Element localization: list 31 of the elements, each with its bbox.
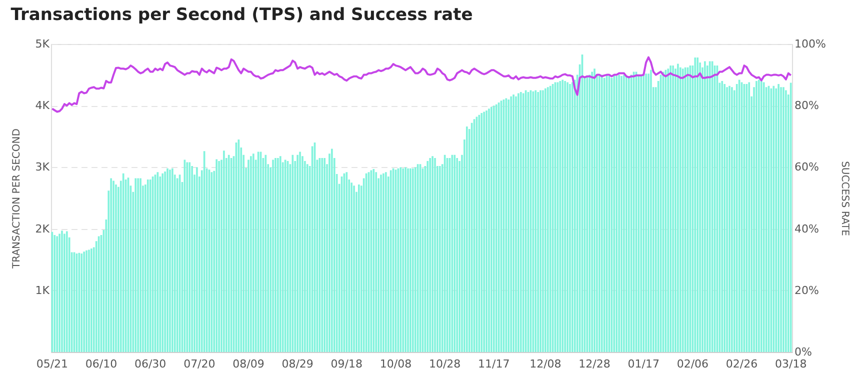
y-tick-label: 3K (35, 160, 50, 174)
x-tick-label: 09/18 (330, 358, 363, 370)
y2-tick-label: 60% (794, 160, 819, 174)
x-tick-label: 06/10 (85, 358, 118, 370)
y-tick-label: 2K (35, 222, 50, 236)
line-series (51, 56, 792, 113)
x-tick-label: 10/28 (428, 358, 461, 370)
x-tick-label: 01/17 (628, 358, 660, 370)
x-tick-label: 10/08 (380, 358, 412, 370)
y2-axis-title: SUCCESS RATE (838, 161, 850, 236)
x-tick-label: 12/08 (530, 358, 562, 370)
x-tick-label: 08/29 (282, 358, 314, 370)
x-tick-label: 02/26 (726, 358, 758, 370)
x-tick-label: 08/09 (232, 358, 264, 370)
y2-tick-label: 0% (794, 346, 812, 358)
x-tick-label: 03/18 (774, 358, 807, 370)
x-tick-label: 06/30 (134, 358, 166, 370)
y-tick-label: 1K (35, 284, 50, 297)
chart-title: Transactions per Second (TPS) and Success rate (10, 5, 473, 25)
y-tick-label: 4K (35, 99, 50, 112)
y-tick-label: 5K (35, 38, 50, 50)
y2-tick-label: 80% (794, 99, 819, 112)
y2-tick-label: 40% (794, 222, 819, 236)
y-axis-title: TRANSACTION PER SECOND (11, 128, 22, 270)
x-tick-label: 05/21 (36, 358, 68, 370)
x-tick-label: 12/28 (578, 358, 610, 370)
y2-tick-label: 100% (794, 38, 826, 50)
x-tick-label: 07/20 (184, 358, 216, 370)
x-tick-label: 11/17 (478, 358, 510, 370)
x-tick-label: 02/06 (676, 358, 709, 370)
y2-tick-label: 20% (794, 284, 819, 297)
